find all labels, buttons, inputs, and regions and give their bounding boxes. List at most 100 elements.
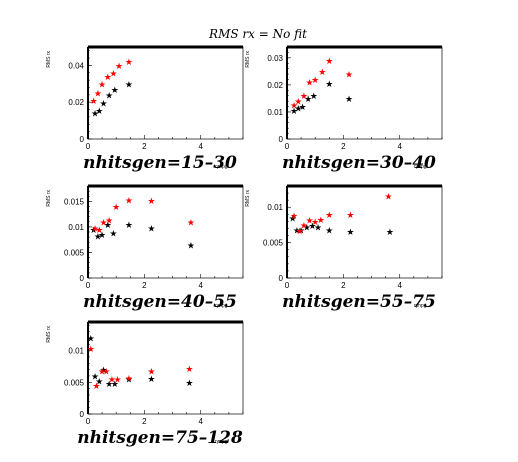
data-point: ★: [147, 224, 155, 234]
data-point: ★: [346, 228, 354, 238]
data-point: ★: [294, 104, 302, 114]
data-point: ★: [311, 76, 319, 86]
y-tick-label: 0: [279, 274, 284, 283]
data-point: ★: [325, 57, 333, 67]
x-tick-label: 4: [398, 281, 403, 290]
panel-3: 0 2 4 0 0.005 0.01 0.015 RMS rx ηmpgnhitsgen=40–…: [46, 184, 244, 312]
data-point: ★: [90, 226, 98, 236]
series-2: ★★★★★★ ★: [90, 58, 133, 107]
data-point: ★: [300, 221, 308, 231]
y-tick-label: 0.005: [64, 378, 85, 387]
y-axis-label: RMS rx: [46, 326, 52, 343]
panel-2: 0 2 4 0 0.01 0.02 0.03 RMS rx ηmpgnhitsgen=30–40…: [245, 45, 443, 173]
data-point: ★: [386, 228, 394, 238]
figure-title: RMS rx = No fit: [208, 27, 307, 41]
y-axis-label: RMS rx: [46, 51, 52, 68]
x-axis-label: ηmpg: [215, 303, 228, 309]
y-tick-label: 0.01: [68, 223, 84, 232]
data-point: ★: [105, 380, 113, 390]
data-point: ★: [94, 233, 102, 243]
y-tick-label: 0.01: [68, 347, 84, 356]
data-point: ★: [114, 376, 122, 386]
x-tick-label: 4: [199, 417, 204, 426]
y-tick-label: 0.005: [64, 248, 85, 257]
data-point: ★: [125, 376, 133, 386]
y-tick-label: 0.03: [267, 54, 283, 63]
data-point: ★: [87, 334, 95, 344]
y-tick-label: 0.01: [267, 203, 283, 212]
panel-title: nhitsgen=55–75: [282, 292, 436, 312]
x-tick-label: 4: [199, 281, 204, 290]
series-1: ★★★★★★ ★ ★ ★: [87, 334, 194, 390]
data-point: ★: [98, 367, 106, 377]
x-tick-label: 0: [86, 281, 91, 290]
data-point: ★: [289, 214, 297, 224]
data-point: ★: [311, 218, 319, 228]
data-point: ★: [125, 221, 133, 231]
y-tick-label: 0: [279, 135, 284, 144]
data-point: ★: [314, 224, 322, 234]
data-point: ★: [298, 103, 306, 113]
data-point: ★: [98, 80, 106, 90]
data-point: ★: [306, 216, 314, 226]
data-point: ★: [95, 378, 103, 388]
data-point: ★: [95, 107, 103, 117]
data-point: ★: [92, 382, 100, 392]
data-point: ★: [102, 367, 110, 377]
data-point: ★: [318, 68, 326, 78]
data-point: ★: [345, 71, 353, 81]
x-tick-label: 2: [142, 142, 147, 151]
x-tick-label: 4: [398, 142, 403, 151]
data-point: ★: [185, 365, 193, 375]
x-tick-label: 0: [86, 417, 91, 426]
data-point: ★: [112, 203, 120, 213]
data-point: ★: [147, 367, 155, 377]
y-axis-label: RMS rx: [245, 190, 251, 207]
x-axis-label: ηmpg: [414, 303, 427, 309]
data-point: ★: [115, 62, 123, 72]
x-tick-label: 2: [341, 281, 346, 290]
data-point: ★: [99, 218, 107, 228]
data-point: ★: [94, 90, 102, 100]
data-point: ★: [125, 58, 133, 68]
panel-title: nhitsgen=30–40: [282, 153, 436, 173]
data-point: ★: [99, 366, 107, 376]
data-point: ★: [345, 95, 353, 105]
data-point: ★: [99, 100, 107, 110]
data-point: ★: [104, 221, 112, 231]
series-2: ★★★★★★★★: [290, 57, 353, 112]
data-point: ★: [310, 92, 318, 102]
panel-title: nhitsgen=75–128: [77, 428, 243, 448]
data-point: ★: [293, 226, 301, 236]
y-tick-label: 0: [80, 410, 85, 419]
series-2: ★★★★★★★★★: [290, 192, 392, 237]
data-point: ★: [346, 211, 354, 221]
data-point: ★: [91, 372, 99, 382]
data-point: ★: [111, 380, 119, 390]
data-point: ★: [95, 226, 103, 236]
data-point: ★: [147, 197, 155, 207]
series-1: ★★★★★★ ★★: [90, 221, 195, 251]
data-point: ★: [147, 375, 155, 385]
y-tick-label: 0: [80, 135, 85, 144]
x-axis-label: ηmpg: [215, 439, 228, 445]
y-tick-label: 0.02: [267, 81, 283, 90]
data-point: ★: [297, 226, 305, 236]
x-tick-label: 0: [285, 142, 290, 151]
data-point: ★: [87, 345, 95, 355]
series-1: ★★★★★★★: [290, 80, 353, 117]
data-point: ★: [91, 110, 99, 120]
data-point: ★: [290, 102, 298, 112]
data-point: ★: [296, 227, 304, 237]
x-axis-label: ηmpg: [414, 164, 427, 170]
data-point: ★: [125, 80, 133, 90]
data-point: ★: [185, 379, 193, 389]
x-tick-label: 0: [86, 142, 91, 151]
y-tick-label: 0.01: [267, 108, 283, 117]
data-point: ★: [187, 241, 195, 251]
data-point: ★: [325, 211, 333, 221]
data-point: ★: [306, 79, 314, 89]
